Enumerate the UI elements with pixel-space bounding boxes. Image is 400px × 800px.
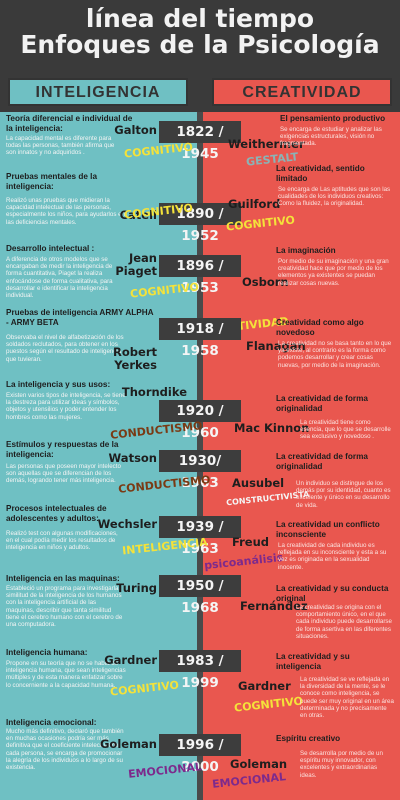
left-title: Procesos intelectuales de adolescentes y…: [6, 504, 107, 523]
title-line-1: línea del tiempo: [85, 4, 315, 33]
right-author: Ausubel: [232, 476, 285, 490]
left-description: Propone en su teoría que no se habla de …: [6, 660, 126, 689]
left-author: Thorndike: [121, 385, 187, 399]
left-description: Mucho más definitivo, declaró que tambié…: [6, 728, 124, 772]
right-author: Weithermer: [228, 137, 305, 151]
left-title: Inteligencia humana:: [6, 648, 88, 657]
left-title: Inteligencia emocional:: [6, 718, 97, 727]
left-author: Galton: [114, 123, 157, 137]
right-description: Un individuo se distingue de los demás p…: [296, 480, 391, 509]
right-description: La creatividad se origina con el comport…: [296, 604, 392, 640]
left-description: Realizó test con algunas modificaciones,…: [6, 530, 118, 552]
right-description: La creatividad de cada individuo es refl…: [278, 542, 387, 571]
date-badge: 1890 / 1952: [159, 203, 241, 244]
right-title: La creatividad, sentido limitado: [276, 164, 365, 183]
left-description: La capacidad mental es diferente para to…: [6, 135, 115, 157]
left-description: Existen varios tipos de inteligencia, se…: [6, 392, 126, 421]
title-line-2: Enfoques de la Psicología: [20, 30, 380, 59]
right-title: La creatividad y su conducta original: [276, 584, 389, 603]
left-title: Inteligencia en las maquinas:: [6, 574, 120, 583]
right-description: La creatividad se ve reflejada en la div…: [300, 676, 394, 720]
right-title: La imaginación: [276, 246, 336, 255]
right-author: Freud: [232, 535, 270, 549]
header-inteligencia: INTELIGENCIA: [8, 78, 188, 106]
left-description: Estableció un programa para investigarla…: [6, 585, 123, 629]
right-description: Se encarga de Las aptitudes que son las …: [278, 186, 391, 208]
date-badge: 1896 / 1953: [159, 255, 241, 296]
right-description: Se encarga de estudiar y analizar las ex…: [280, 126, 382, 148]
left-description: Las personas que poseen mayor intelecto …: [6, 463, 121, 485]
left-title: Pruebas de inteligencia ARMY ALPHA - ARM…: [6, 308, 154, 327]
date-badge: 1920 / 1960: [159, 400, 241, 441]
right-description: La creatividad tiene como esencia, que l…: [300, 419, 391, 441]
right-title: Creatividad como algo novedoso: [276, 318, 364, 337]
right-title: La creatividad y su inteligencia: [276, 652, 350, 671]
left-description: Observaba el nivel de alfabetización de …: [6, 334, 124, 363]
right-title: Espíritu creativo: [276, 734, 341, 743]
left-author: Turing: [116, 581, 157, 595]
left-title: Pruebas mentales de la inteligencia:: [6, 172, 98, 191]
left-author: Jean Piaget: [115, 251, 157, 278]
left-author: Watson: [108, 451, 157, 465]
right-title: La creatividad de forma originalidad: [276, 394, 368, 413]
date-badge: 1939 / 1963: [159, 516, 241, 557]
date-badge: 1996 / 2000: [159, 734, 241, 775]
right-title: La creatividad de forma originalidad: [276, 452, 368, 471]
right-author: Goleman: [230, 757, 288, 771]
right-description: Por medio de su imaginación y una gran c…: [278, 258, 389, 287]
left-author: Goleman: [99, 737, 157, 751]
left-author: Robert Yerkes: [113, 345, 157, 372]
right-title: El pensamiento productivo: [280, 114, 386, 123]
right-author: Flanagan: [246, 339, 306, 353]
right-author: Osborn: [242, 275, 289, 289]
right-author: Fernández: [240, 599, 308, 613]
right-description: Se desarrolla por medio de un espíritu m…: [300, 750, 383, 779]
right-author: Gardner: [238, 679, 291, 693]
left-author: Gardner: [104, 653, 157, 667]
left-title: La inteligencia y sus usos:: [6, 380, 111, 389]
header-creatividad: CREATIVIDAD: [212, 78, 392, 106]
left-title: Estímulos y respuestas de la inteligenci…: [6, 440, 119, 459]
left-author: Catell: [119, 208, 157, 222]
date-badge: 1950 / 1968: [159, 575, 241, 616]
left-title: Teoría diferencial e individual de la in…: [6, 114, 133, 133]
right-author: Mac Kinnon: [234, 421, 310, 435]
right-title: La creatividad un conflicto inconsciente: [276, 520, 380, 539]
right-author: Guilford: [228, 197, 281, 211]
date-badge: 1822 / 1945: [159, 121, 241, 162]
right-description: La creatividad no se basa tanto en lo qu…: [278, 340, 392, 369]
left-title: Desarrollo intelectual :: [6, 244, 95, 253]
left-description: Realizó unas pruebas que midieran la cap…: [6, 197, 126, 226]
date-badge: 1930/ 1963: [159, 450, 241, 491]
left-author: Wechsler: [97, 517, 157, 531]
left-description: A diferencia de otros modelos que se enc…: [6, 256, 113, 300]
date-badge: 1918 / 1958: [159, 318, 241, 359]
date-badge: 1983 / 1999: [159, 650, 241, 691]
